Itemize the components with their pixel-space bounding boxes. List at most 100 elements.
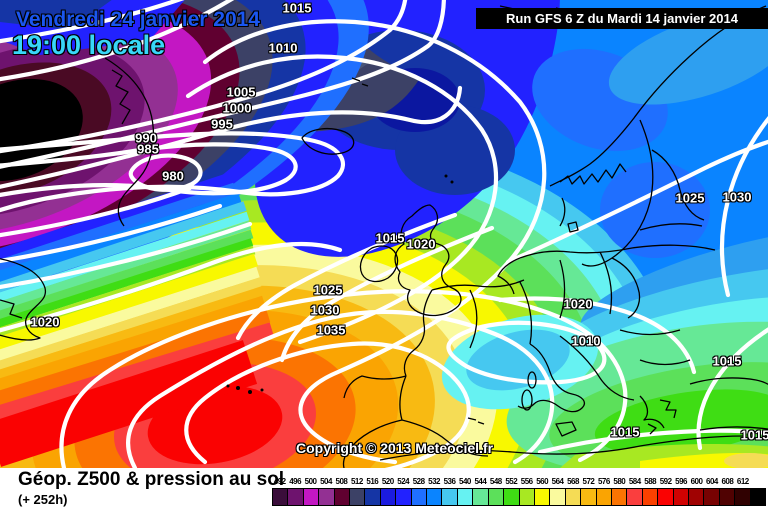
pressure-label: 995	[211, 116, 233, 132]
map-title: Géop. Z500 & pression au sol	[18, 469, 285, 490]
legend-value: 600	[690, 477, 703, 486]
legend-value: 548	[489, 477, 502, 486]
legend-cell	[334, 489, 351, 505]
small-islands	[226, 174, 454, 394]
legend-value: 588	[644, 477, 657, 486]
legend-cell	[411, 489, 428, 505]
pressure-label: 1020	[406, 236, 436, 252]
legend-value: 504	[320, 477, 332, 486]
model-run-info: Run GFS 6 Z du Mardi 14 janvier 2014	[476, 8, 768, 29]
legend-value: 524	[397, 477, 410, 486]
legend-value: 584	[628, 477, 641, 486]
geopotential-pressure-map: Vendredi 24 janvier 2014 19:00 locale Ru…	[0, 0, 768, 468]
isobar-lines	[0, 0, 768, 468]
legend-value: 564	[551, 477, 564, 486]
legend-cell	[273, 489, 289, 505]
legend-cell	[688, 489, 705, 505]
pressure-label: 1010	[571, 333, 601, 349]
pressure-label: 990	[135, 130, 157, 146]
pressure-label: 1030	[722, 189, 752, 205]
legend-value: 508	[335, 477, 348, 486]
legend-cell	[457, 489, 474, 505]
footer-bar: Géop. Z500 & pression au sol (+ 252h) 49…	[0, 468, 768, 512]
pressure-label: 1015	[712, 353, 742, 369]
legend-value: 492	[273, 477, 286, 486]
legend-value	[751, 477, 766, 486]
legend-value: 572	[582, 477, 595, 486]
legend-values: 492 496 500 504 508 512 516 520 524 528 532 536 540 5…	[272, 477, 766, 486]
legend-cell	[350, 489, 366, 505]
legend-value: 496	[289, 477, 302, 486]
legend-cell	[581, 489, 597, 505]
forecast-time: 19:00 locale	[12, 30, 166, 60]
pressure-label: 1015	[740, 427, 768, 443]
legend-cell	[442, 489, 458, 505]
legend-value: 536	[443, 477, 456, 486]
legend-color-scale	[272, 488, 766, 506]
legend-value: 576	[597, 477, 610, 486]
pressure-label: 1015	[610, 424, 640, 440]
legend-value: 552	[505, 477, 518, 486]
legend-cell	[427, 489, 443, 505]
pressure-label: 980	[162, 168, 184, 184]
legend-cell	[735, 489, 751, 505]
legend-value: 540	[459, 477, 471, 486]
legend-cell	[704, 489, 720, 505]
legend-value: 500	[304, 477, 317, 486]
pressure-label: 1000	[222, 100, 252, 116]
legend-cell	[534, 489, 551, 505]
legend-cell	[719, 489, 736, 505]
nw-navy-wedge	[0, 0, 112, 30]
pressure-label: 1015	[282, 0, 312, 16]
forecast-date: Vendredi 24 janvier 2014	[16, 8, 260, 31]
legend-value: 520	[381, 477, 394, 486]
pressure-label: 1010	[268, 40, 298, 56]
legend-value: 544	[474, 477, 487, 486]
pressure-label: 1025	[313, 282, 343, 298]
legend-value: 516	[366, 477, 379, 486]
legend-value: 608	[721, 477, 734, 486]
legend-cell	[396, 489, 412, 505]
map-canvas	[0, 0, 768, 468]
legend-cell	[627, 489, 643, 505]
copyright-text: Copyright © 2013 Meteociel.fr	[296, 440, 494, 456]
legend-cell	[488, 489, 505, 505]
legend-cell	[596, 489, 612, 505]
legend-cell	[365, 489, 381, 505]
pressure-label: 1025	[675, 190, 705, 206]
legend-value: 592	[659, 477, 672, 486]
legend-cell	[473, 489, 489, 505]
legend-cell	[658, 489, 674, 505]
legend-value: 528	[412, 477, 425, 486]
legend-value: 580	[613, 477, 626, 486]
legend-value: 560	[536, 477, 549, 486]
geopotential-legend: 492 496 500 504 508 512 516 520 524 528 532 536 540 5…	[272, 477, 766, 506]
legend-cell	[750, 489, 765, 505]
legend-cell	[642, 489, 659, 505]
pressure-label: 1015	[375, 230, 405, 246]
pressure-label: 1020	[30, 314, 60, 330]
legend-value: 568	[567, 477, 579, 486]
legend-cell	[673, 489, 689, 505]
legend-value: 604	[706, 477, 718, 486]
forecast-step: (+ 252h)	[18, 492, 68, 507]
pressure-label: 1020	[563, 296, 593, 312]
pressure-label: 1005	[226, 84, 256, 100]
pressure-label: 985	[137, 141, 159, 157]
legend-cell	[565, 489, 582, 505]
legend-cell	[380, 489, 397, 505]
legend-cell	[288, 489, 304, 505]
legend-cell	[303, 489, 320, 505]
legend-cell	[519, 489, 535, 505]
legend-cell	[319, 489, 335, 505]
pressure-label: 1035	[316, 322, 346, 338]
legend-value: 596	[675, 477, 688, 486]
legend-value: 512	[350, 477, 363, 486]
legend-cell	[504, 489, 520, 505]
legend-cell	[550, 489, 566, 505]
legend-value: 612	[736, 477, 749, 486]
legend-value: 556	[520, 477, 533, 486]
legend-cell	[611, 489, 628, 505]
pressure-label: 1030	[310, 302, 340, 318]
